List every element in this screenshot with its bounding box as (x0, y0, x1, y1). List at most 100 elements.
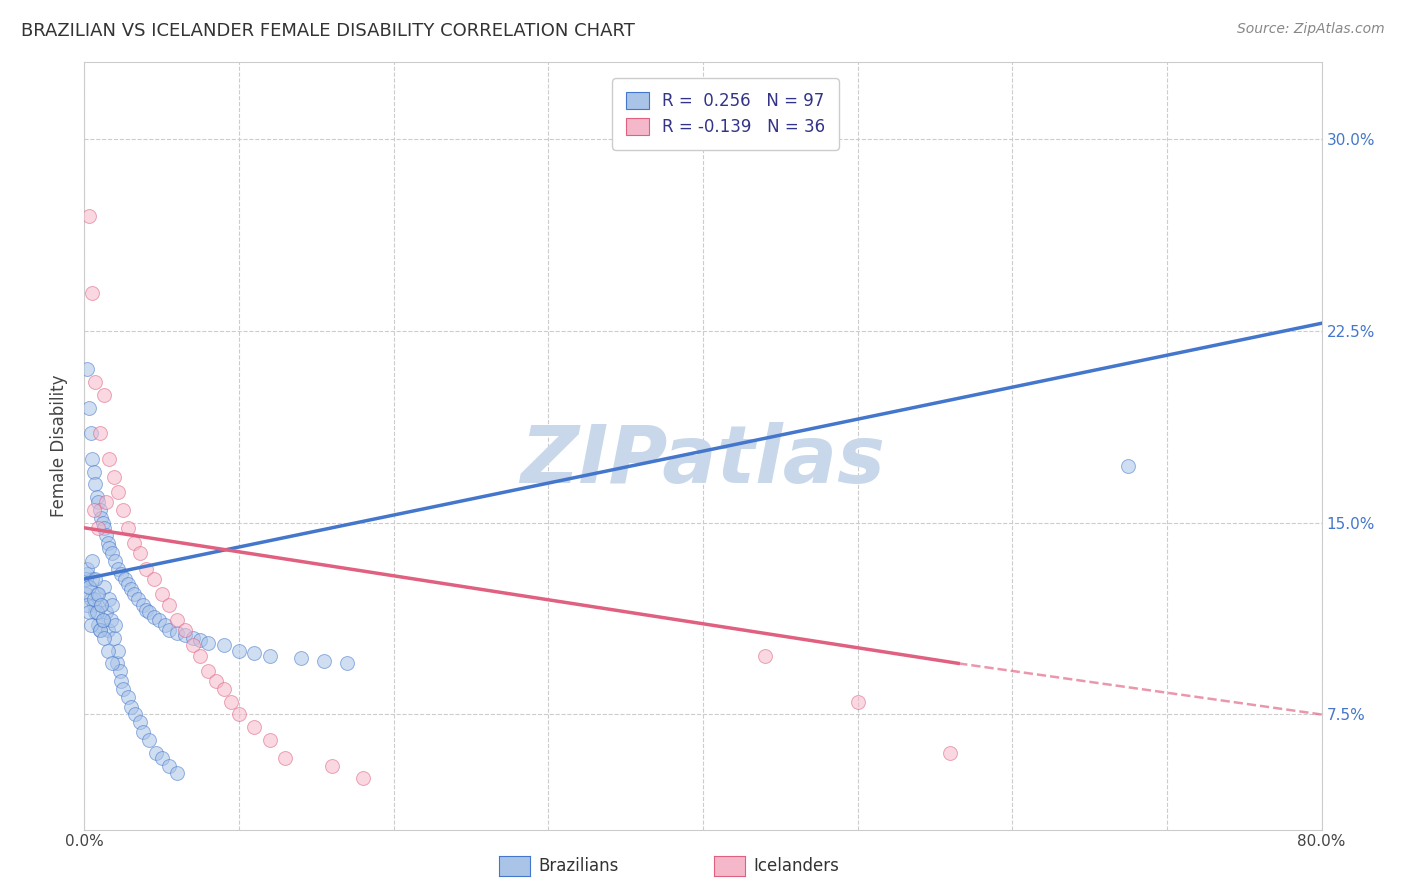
Point (117, 690, 139, 704)
Point (82, 554, 104, 568)
Point (83, 465, 105, 479)
Point (321, 758, 343, 772)
Point (153, 618, 176, 632)
Point (79, 592, 101, 607)
Text: ZIPatlas: ZIPatlas (520, 422, 886, 500)
Point (166, 625, 188, 640)
Point (166, 613, 188, 627)
Point (166, 766, 188, 780)
Point (159, 758, 180, 772)
Point (148, 613, 170, 627)
Point (87, 521, 110, 535)
Point (159, 623, 180, 637)
Y-axis label: Female Disability: Female Disability (51, 375, 69, 517)
Point (150, 587, 173, 601)
Point (188, 633, 211, 648)
Point (76, 562, 98, 576)
Point (212, 639, 235, 653)
Point (174, 628, 197, 642)
Point (228, 643, 250, 657)
Point (336, 657, 359, 671)
Point (76, 362, 98, 376)
Point (79, 426, 101, 441)
Point (89, 623, 111, 637)
Point (129, 715, 152, 730)
Point (197, 664, 219, 678)
Point (846, 695, 869, 709)
Point (135, 562, 157, 576)
Point (127, 592, 149, 607)
Point (90, 598, 112, 612)
Point (188, 648, 211, 663)
Point (259, 648, 281, 663)
Point (120, 699, 142, 714)
Point (181, 631, 204, 645)
Point (90, 598, 112, 612)
Point (103, 631, 125, 645)
Point (75, 587, 97, 601)
Point (228, 707, 250, 722)
Point (939, 746, 962, 760)
Point (82, 451, 104, 466)
Point (110, 674, 132, 689)
Point (103, 469, 125, 483)
Point (98, 451, 121, 466)
Point (104, 554, 127, 568)
Point (754, 648, 776, 663)
Point (77, 401, 100, 415)
Point (132, 725, 155, 739)
Point (93, 580, 115, 594)
Point (243, 720, 266, 734)
Point (219, 695, 242, 709)
Point (112, 681, 135, 696)
Point (89, 623, 111, 637)
Point (96, 623, 118, 637)
Text: BRAZILIAN VS ICELANDER FEMALE DISABILITY CORRELATION CHART: BRAZILIAN VS ICELANDER FEMALE DISABILITY… (21, 22, 636, 40)
Point (76, 566, 98, 581)
Point (91, 516, 114, 530)
Point (84, 375, 107, 389)
Legend: R =  0.256   N = 97, R = -0.139   N = 36: R = 0.256 N = 97, R = -0.139 N = 36 (613, 78, 839, 150)
Point (86, 587, 108, 601)
Point (82, 572, 104, 586)
Point (135, 602, 157, 616)
Point (150, 751, 173, 765)
Point (77, 580, 100, 594)
Point (101, 598, 124, 612)
Point (91, 613, 114, 627)
Point (205, 674, 228, 689)
Point (98, 592, 121, 607)
Point (77, 605, 100, 619)
Point (107, 643, 129, 657)
Point (79, 618, 101, 632)
Point (90, 510, 112, 524)
Point (94, 605, 117, 619)
Point (94, 495, 117, 509)
Point (143, 572, 166, 586)
Point (290, 651, 312, 665)
Point (117, 521, 139, 535)
Point (112, 503, 135, 517)
Point (84, 477, 107, 491)
Point (77, 209, 100, 223)
Point (312, 654, 335, 668)
Point (159, 598, 180, 612)
Point (101, 657, 124, 671)
Point (1116, 459, 1139, 474)
Point (107, 485, 129, 500)
Point (96, 643, 118, 657)
Point (84, 572, 107, 586)
Point (84, 605, 107, 619)
Point (100, 613, 122, 627)
Text: Brazilians: Brazilians (538, 857, 619, 875)
Point (75, 572, 97, 586)
Point (89, 426, 111, 441)
Point (124, 707, 146, 722)
Point (129, 546, 152, 560)
Point (132, 598, 155, 612)
Point (83, 503, 105, 517)
Point (82, 285, 104, 300)
Point (105, 657, 128, 671)
Point (93, 388, 115, 402)
Point (83, 598, 105, 612)
